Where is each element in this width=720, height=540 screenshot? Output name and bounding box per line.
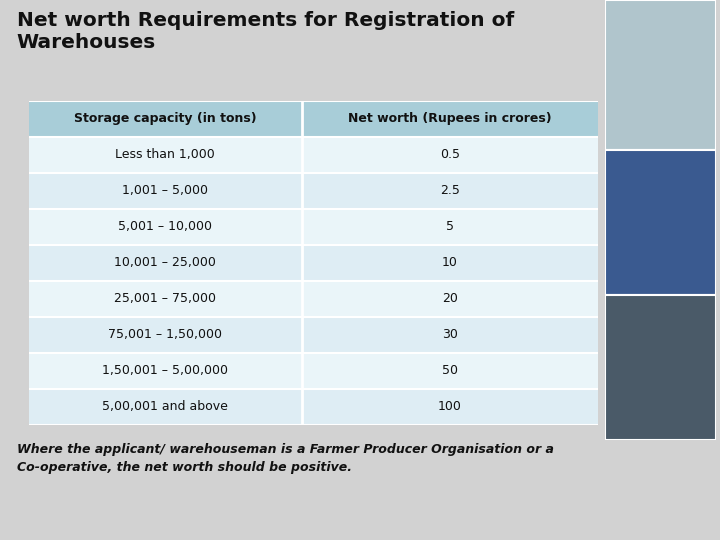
- Text: 1,001 – 5,000: 1,001 – 5,000: [122, 185, 208, 198]
- Text: 10: 10: [442, 256, 458, 269]
- Bar: [29, 245, 598, 281]
- Bar: [29, 137, 598, 173]
- Text: 25,001 – 75,000: 25,001 – 75,000: [114, 293, 216, 306]
- Text: 0.5: 0.5: [440, 148, 459, 161]
- Bar: [29, 173, 598, 209]
- Text: Less than 1,000: Less than 1,000: [115, 148, 215, 161]
- Text: 75,001 – 1,50,000: 75,001 – 1,50,000: [108, 328, 222, 341]
- Text: Net worth Requirements for Registration of
Warehouses: Net worth Requirements for Registration …: [17, 11, 514, 52]
- Bar: [29, 101, 598, 137]
- Bar: [605, 0, 716, 150]
- Text: Where the applicant/ warehouseman is a Farmer Producer Organisation or a
Co-oper: Where the applicant/ warehouseman is a F…: [17, 443, 554, 474]
- Bar: [605, 295, 716, 440]
- Bar: [29, 389, 598, 425]
- Text: 1,50,001 – 5,00,000: 1,50,001 – 5,00,000: [102, 364, 228, 377]
- Text: 20: 20: [442, 293, 458, 306]
- Bar: [29, 281, 598, 317]
- Bar: [605, 150, 716, 295]
- Text: 50: 50: [441, 364, 458, 377]
- Text: Storage capacity (in tons): Storage capacity (in tons): [74, 112, 256, 125]
- Bar: [29, 209, 598, 245]
- Text: 30: 30: [442, 328, 458, 341]
- Text: 10,001 – 25,000: 10,001 – 25,000: [114, 256, 216, 269]
- Text: Net worth (Rupees in crores): Net worth (Rupees in crores): [348, 112, 552, 125]
- Text: 5,00,001 and above: 5,00,001 and above: [102, 401, 228, 414]
- Text: 5,001 – 10,000: 5,001 – 10,000: [118, 220, 212, 233]
- Bar: [29, 317, 598, 353]
- Text: 5: 5: [446, 220, 454, 233]
- Bar: [29, 353, 598, 389]
- Text: 2.5: 2.5: [440, 185, 459, 198]
- Text: 100: 100: [438, 401, 462, 414]
